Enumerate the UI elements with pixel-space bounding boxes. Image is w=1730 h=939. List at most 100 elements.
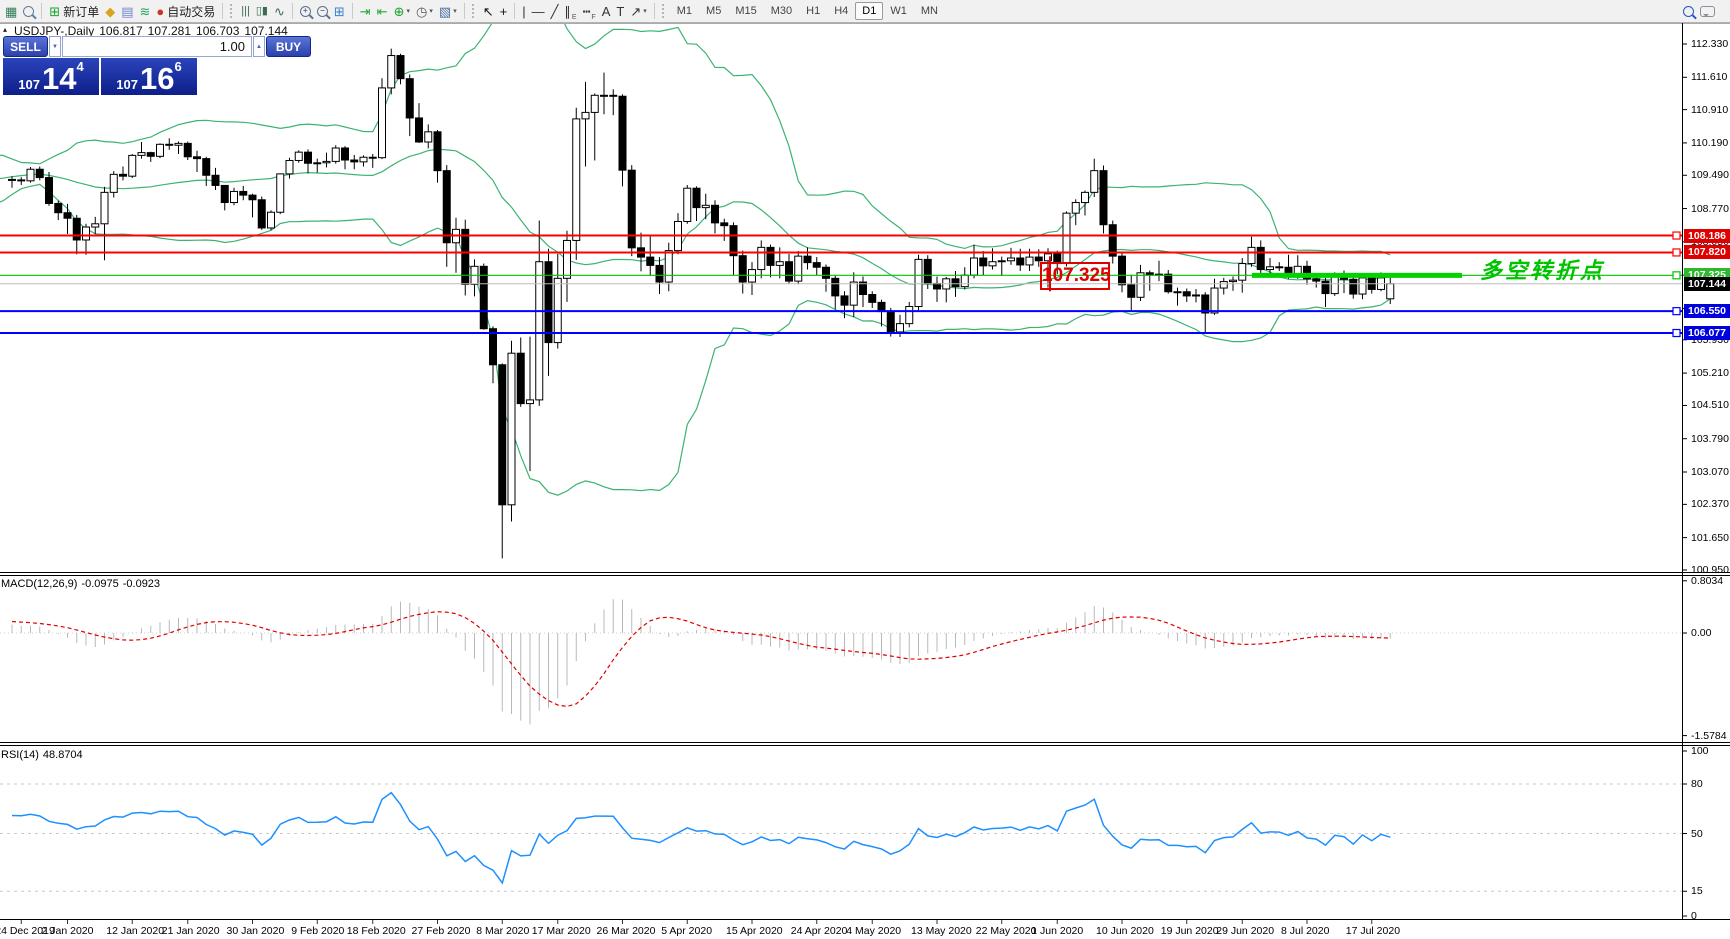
date-label: 4 May 2020 bbox=[846, 925, 902, 937]
indicators-icon[interactable]: ⊕ ▾ bbox=[393, 3, 411, 19]
new-order-button-label: 新订单 bbox=[63, 4, 100, 19]
trendline-icon[interactable]: ╱ bbox=[548, 1, 562, 21]
tile-windows-icon[interactable]: ⊞ bbox=[331, 1, 348, 21]
macd-axis-label: -1.5784 bbox=[1691, 729, 1727, 742]
buy-price-pipette: 6 bbox=[174, 59, 182, 74]
autotrading-button-label: 自动交易 bbox=[167, 4, 216, 19]
vertical-line-icon[interactable]: | bbox=[519, 1, 528, 21]
search-icon[interactable] bbox=[1680, 1, 1697, 21]
sell-price-pipette: 4 bbox=[76, 59, 84, 74]
symbol-period-label: USDJPY-,Daily bbox=[14, 24, 95, 38]
arrows-icon[interactable]: ↗ ▾ bbox=[630, 3, 647, 19]
search-icon bbox=[1683, 5, 1694, 17]
price-tag: 106.077 bbox=[1684, 326, 1730, 340]
volume-increase-button[interactable]: ▲ bbox=[253, 36, 265, 57]
timeframe-m5-button[interactable]: M5 bbox=[706, 5, 722, 17]
equidistant-channel-icon-glyph: ∥ bbox=[564, 3, 571, 19]
macd-axis-label: 0.00 bbox=[1691, 627, 1712, 639]
timeframe-h1-button[interactable]: H1 bbox=[806, 5, 821, 17]
bar-chart-icon[interactable]: ||| bbox=[238, 1, 253, 21]
zoom-in-icon[interactable]: + bbox=[297, 1, 314, 21]
market-watch-icon-glyph: ◆ bbox=[105, 3, 116, 19]
periods-icon[interactable]: ◷ ▾ bbox=[416, 3, 433, 19]
timeframe-m1-button[interactable]: M1 bbox=[676, 5, 693, 17]
price-tick: 100.950 bbox=[1691, 563, 1729, 576]
new-chart-icon[interactable]: ▦ bbox=[2, 1, 20, 21]
crosshair-icon[interactable]: + bbox=[497, 1, 511, 21]
timeframe-m30-button[interactable]: M30 bbox=[770, 5, 793, 17]
signals-icon[interactable]: ≋ bbox=[137, 1, 154, 21]
buy-button[interactable]: BUY bbox=[266, 36, 311, 57]
chart-shift-icon[interactable]: ⇤ bbox=[374, 1, 391, 21]
chat-icon bbox=[1700, 5, 1715, 17]
horizontal-line-icon[interactable]: — bbox=[529, 1, 548, 21]
date-label: 29 Jun 2020 bbox=[1216, 925, 1275, 937]
price-tick: 101.650 bbox=[1691, 531, 1729, 544]
equidistant-channel-icon[interactable]: ∥ E bbox=[564, 3, 577, 22]
bar-chart-icon-glyph: ||| bbox=[241, 4, 250, 17]
autotrading-button-glyph: ● bbox=[156, 3, 165, 19]
chart-shift-icon-glyph: ⇤ bbox=[376, 3, 388, 19]
timeframe-w1-button[interactable]: W1 bbox=[890, 5, 907, 17]
date-label: 19 Jun 2020 bbox=[1160, 925, 1219, 937]
auto-scroll-icon[interactable]: ⇥ bbox=[357, 1, 374, 21]
fibonacci-icon[interactable]: ┅ F bbox=[582, 3, 596, 22]
preview-icon[interactable] bbox=[20, 1, 37, 21]
zoom-out-icon[interactable]: − bbox=[314, 1, 331, 21]
timeframe-m15-button[interactable]: M15 bbox=[735, 5, 757, 17]
tile-windows-icon-glyph: ⊞ bbox=[333, 3, 345, 19]
price-tick: 109.490 bbox=[1691, 169, 1729, 182]
open-value: 106.817 bbox=[99, 24, 143, 38]
date-label: 22 May 2020 bbox=[975, 925, 1037, 937]
price-tag: 107.144 bbox=[1684, 276, 1730, 291]
buy-price-prefix: 107 bbox=[116, 77, 138, 92]
chat-icon[interactable] bbox=[1697, 1, 1718, 21]
volume-input[interactable] bbox=[62, 36, 252, 57]
templates-icon[interactable]: ▧ ▾ bbox=[438, 3, 457, 19]
rsi-label: RSI(14) 48.8704 bbox=[1, 749, 83, 761]
price-tag: 108.186 bbox=[1684, 228, 1730, 243]
date-label: 17 Jul 2020 bbox=[1345, 925, 1401, 937]
terminal-icon[interactable]: ▤ bbox=[118, 1, 136, 21]
turning-point-annotation[interactable]: 多空转折点 bbox=[1480, 258, 1606, 283]
toolbar: ▦ ⊞ 新订单 ◆ ▤ ≋ ● 自动交易 ||| ▯▮ ∿ + − ⊞ ⇥ ⇤ ⊕ ▾ ◷ ▾ ▧ ▾ ↖ + | — ╱ ∥ E ┅ F A… bbox=[0, 0, 1730, 23]
rsi-axis-label: 15 bbox=[1691, 885, 1703, 898]
sell-button[interactable]: SELL bbox=[3, 36, 48, 57]
line-chart-icon[interactable]: ∿ bbox=[271, 1, 288, 21]
rsi-axis-label: 80 bbox=[1691, 778, 1703, 790]
autotrading-button[interactable]: ● 自动交易 bbox=[153, 1, 218, 21]
buy-price-display[interactable]: 107 16 6 bbox=[101, 58, 197, 95]
new-chart-icon-glyph: ▦ bbox=[5, 3, 18, 19]
candlestick-chart-icon-glyph: ▯▮ bbox=[255, 4, 268, 17]
cursor-icon[interactable]: ↖ bbox=[480, 1, 497, 21]
high-value: 107.281 bbox=[147, 24, 192, 38]
price-tick: 103.070 bbox=[1691, 465, 1729, 478]
text-label-icon[interactable]: T bbox=[613, 1, 627, 21]
timeframe-d1-button[interactable]: D1 bbox=[855, 2, 884, 20]
timeframe-h4-button[interactable]: H4 bbox=[834, 5, 849, 17]
date-label: 27 Feb 2020 bbox=[411, 925, 471, 937]
indicators-icon-glyph: ⊕ bbox=[393, 3, 405, 19]
date-label: 17 Mar 2020 bbox=[531, 925, 591, 937]
sell-price-display[interactable]: 107 14 4 bbox=[3, 58, 99, 95]
price-annotation-box[interactable]: 107.325 bbox=[1040, 262, 1111, 290]
new-order-button[interactable]: ⊞ 新订单 bbox=[46, 1, 102, 21]
date-label: 9 Feb 2020 bbox=[291, 925, 345, 937]
arrows-icon-glyph: ↗ bbox=[630, 3, 642, 19]
candlestick-chart-icon[interactable]: ▯▮ bbox=[253, 1, 271, 21]
market-watch-icon[interactable]: ◆ bbox=[102, 1, 118, 21]
crosshair-icon-glyph: + bbox=[499, 3, 508, 19]
buy-price-big: 16 bbox=[139, 61, 175, 96]
volume-decrease-button[interactable]: ▼ bbox=[49, 36, 61, 57]
text-icon[interactable]: A bbox=[599, 1, 614, 21]
price-tick: 111.610 bbox=[1691, 71, 1728, 84]
horizontal-line-icon-glyph: — bbox=[531, 3, 545, 19]
oneclick-collapse-icon[interactable]: ▴ bbox=[3, 25, 8, 34]
price-tag: 106.550 bbox=[1684, 304, 1730, 319]
timeframe-mn-button[interactable]: MN bbox=[920, 5, 938, 17]
fibonacci-icon-glyph: ┅ bbox=[582, 3, 591, 19]
date-label: 24 Dec 2019 bbox=[0, 925, 55, 937]
low-value: 106.703 bbox=[196, 24, 240, 38]
